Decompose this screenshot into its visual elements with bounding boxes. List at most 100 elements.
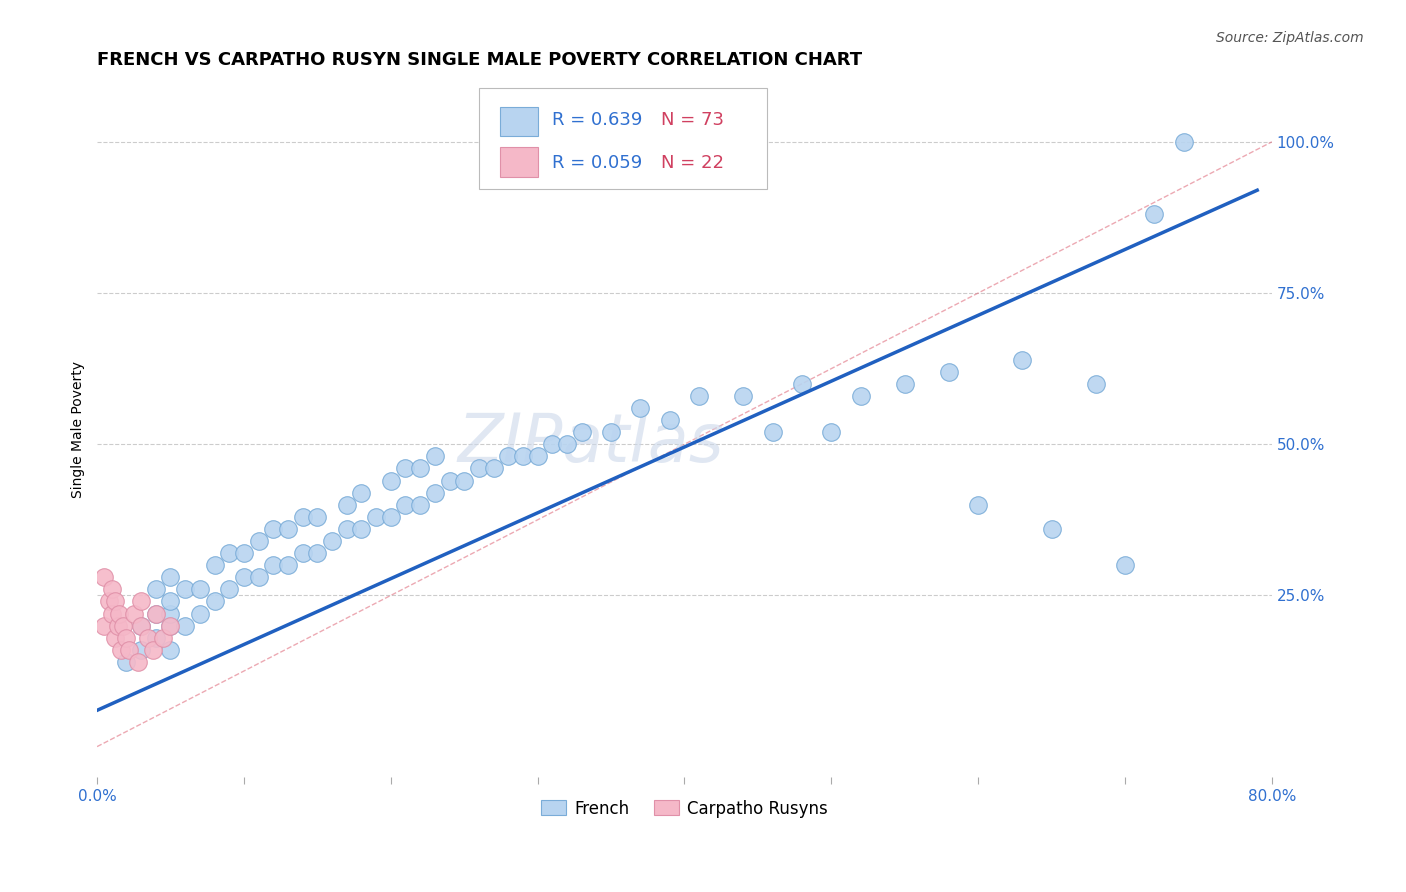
Point [174, 582, 197, 597]
Point [1114, 558, 1136, 573]
Point [262, 558, 284, 573]
Text: N = 22: N = 22 [661, 154, 724, 172]
Point [336, 498, 359, 512]
Point [188, 607, 211, 621]
FancyBboxPatch shape [479, 88, 766, 189]
Point [394, 461, 416, 475]
Text: ZIPatlas: ZIPatlas [457, 410, 724, 476]
Point [350, 522, 373, 536]
Point [453, 474, 475, 488]
Point [439, 474, 461, 488]
Point [100, 582, 122, 597]
Point [247, 533, 270, 548]
Point [159, 570, 181, 584]
Point [541, 437, 564, 451]
Text: N = 73: N = 73 [661, 111, 724, 128]
Point [849, 389, 872, 403]
Point [380, 474, 402, 488]
Point [1173, 135, 1195, 149]
Point [277, 558, 299, 573]
Point [790, 376, 813, 391]
Point [204, 594, 226, 608]
Point [291, 546, 314, 560]
Point [423, 450, 446, 464]
Point [142, 643, 165, 657]
Point [115, 631, 138, 645]
Point [97, 594, 120, 608]
Point [108, 607, 131, 621]
Point [204, 558, 226, 573]
Point [110, 643, 132, 657]
Point [336, 522, 359, 536]
Point [159, 618, 181, 632]
Point [232, 570, 254, 584]
Point [138, 631, 160, 645]
Point [571, 425, 593, 439]
Point [159, 643, 181, 657]
FancyBboxPatch shape [501, 106, 537, 136]
Point [145, 607, 167, 621]
Point [145, 631, 167, 645]
Point [188, 582, 211, 597]
Point [350, 485, 373, 500]
Point [321, 533, 343, 548]
Point [127, 655, 149, 669]
Point [218, 546, 240, 560]
Point [107, 618, 129, 632]
Point [104, 631, 127, 645]
Point [1011, 352, 1033, 367]
Point [600, 425, 623, 439]
Point [820, 425, 842, 439]
Point [628, 401, 651, 415]
Point [104, 594, 127, 608]
Y-axis label: Single Male Poverty: Single Male Poverty [72, 360, 86, 498]
Point [364, 509, 387, 524]
Point [174, 618, 197, 632]
Point [496, 450, 519, 464]
Point [277, 522, 299, 536]
Point [482, 461, 505, 475]
Point [159, 607, 181, 621]
Point [409, 461, 432, 475]
Point [159, 594, 181, 608]
Point [129, 618, 152, 632]
Point [733, 389, 755, 403]
Point [526, 450, 548, 464]
Point [115, 655, 138, 669]
Legend: French, Carpatho Rusyns: French, Carpatho Rusyns [534, 793, 835, 824]
Point [291, 509, 314, 524]
Point [512, 450, 534, 464]
Text: R = 0.059: R = 0.059 [551, 154, 643, 172]
Point [307, 509, 329, 524]
Point [122, 607, 145, 621]
Point [93, 570, 115, 584]
FancyBboxPatch shape [501, 147, 537, 177]
Point [761, 425, 783, 439]
Point [893, 376, 915, 391]
Point [218, 582, 240, 597]
Point [409, 498, 432, 512]
Point [468, 461, 491, 475]
Point [247, 570, 270, 584]
Point [145, 582, 167, 597]
Point [307, 546, 329, 560]
Point [129, 643, 152, 657]
Point [100, 607, 122, 621]
Point [159, 618, 181, 632]
Point [1143, 207, 1166, 221]
Point [232, 546, 254, 560]
Text: FRENCH VS CARPATHO RUSYN SINGLE MALE POVERTY CORRELATION CHART: FRENCH VS CARPATHO RUSYN SINGLE MALE POV… [97, 51, 862, 69]
Point [93, 618, 115, 632]
Point [129, 594, 152, 608]
Point [394, 498, 416, 512]
Point [262, 522, 284, 536]
Point [118, 643, 141, 657]
Point [380, 509, 402, 524]
Point [145, 607, 167, 621]
Point [129, 618, 152, 632]
Point [938, 365, 960, 379]
Point [1084, 376, 1107, 391]
Point [658, 413, 681, 427]
Point [967, 498, 990, 512]
Point [423, 485, 446, 500]
